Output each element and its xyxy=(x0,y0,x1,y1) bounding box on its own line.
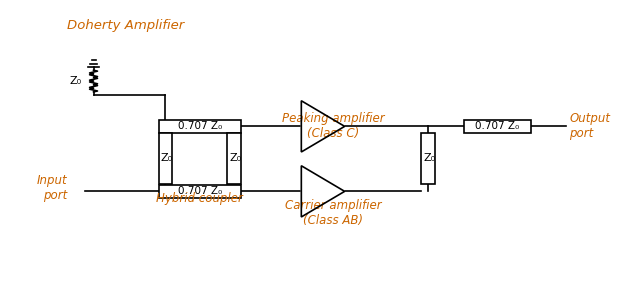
Text: Doherty Amplifier: Doherty Amplifier xyxy=(67,19,184,32)
Polygon shape xyxy=(301,166,345,217)
Polygon shape xyxy=(301,101,345,152)
Text: Carrier amplifier
(Class AB): Carrier amplifier (Class AB) xyxy=(284,199,381,227)
Text: Peaking amplifier
(Class C): Peaking amplifier (Class C) xyxy=(281,112,384,140)
Text: Hybrid coupler: Hybrid coupler xyxy=(157,192,243,205)
Text: Z₀: Z₀ xyxy=(160,153,173,163)
Bar xyxy=(228,133,241,184)
Bar xyxy=(421,133,435,184)
Bar xyxy=(159,185,241,198)
Bar xyxy=(159,133,172,184)
Text: Z₀: Z₀ xyxy=(423,153,436,163)
Text: 0.707 Z₀: 0.707 Z₀ xyxy=(178,122,222,131)
Text: 0.707 Z₀: 0.707 Z₀ xyxy=(475,122,520,131)
Bar xyxy=(159,120,241,133)
Bar xyxy=(464,120,531,133)
Text: Input
port: Input port xyxy=(36,174,67,202)
Text: Output
port: Output port xyxy=(569,112,610,140)
Text: 0.707 Z₀: 0.707 Z₀ xyxy=(178,186,222,197)
Text: Z₀: Z₀ xyxy=(230,153,241,163)
Text: Z₀: Z₀ xyxy=(70,76,81,86)
